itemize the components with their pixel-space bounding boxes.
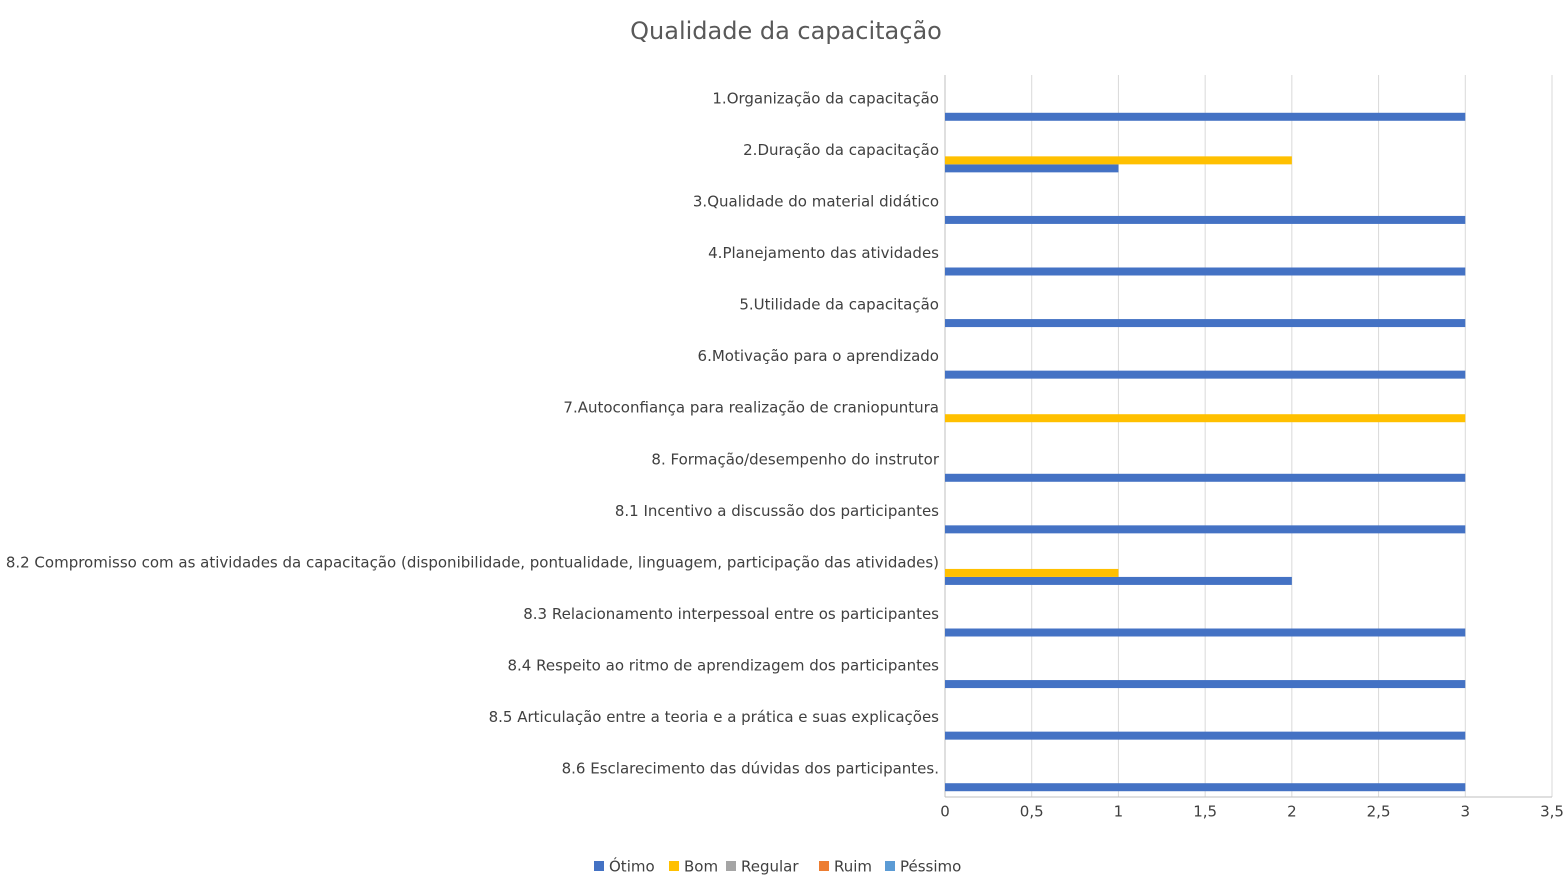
x-tick-label: 0,5 — [1020, 803, 1044, 821]
y-tick-label: 8.3 Relacionamento interpessoal entre os… — [523, 605, 939, 623]
bar — [945, 215, 1466, 224]
bar — [945, 112, 1466, 121]
legend-swatch — [726, 861, 736, 871]
bar — [945, 267, 1466, 276]
bar — [945, 473, 1466, 482]
bar — [945, 164, 1119, 173]
bar — [945, 414, 1466, 423]
y-tick-label: 1.Organização da capacitação — [712, 89, 939, 107]
bar — [945, 370, 1466, 379]
legend-label: Ótimo — [609, 857, 655, 876]
bar — [945, 568, 1119, 577]
y-tick-label: 8.2 Compromisso com as atividades da cap… — [6, 553, 939, 571]
legend-swatch — [669, 861, 679, 871]
chart-title: Qualidade da capacitação — [630, 17, 942, 45]
legend-label: Bom — [684, 858, 718, 876]
y-tick-label: 8. Formação/desempenho do instrutor — [651, 450, 939, 468]
y-tick-label: 8.5 Articulação entre a teoria e a práti… — [489, 708, 940, 726]
legend-swatch — [885, 861, 895, 871]
x-tick-label: 2,5 — [1367, 803, 1391, 821]
y-tick-label: 2.Duração da capacitação — [743, 141, 939, 159]
bar — [945, 319, 1466, 328]
legend-label: Péssimo — [900, 858, 961, 876]
bar — [945, 680, 1466, 689]
y-tick-label: 8.1 Incentivo a discussão dos participan… — [615, 502, 939, 520]
y-tick-label: 8.6 Esclarecimento das dúvidas dos parti… — [562, 760, 939, 778]
y-tick-label: 8.4 Respeito ao ritmo de aprendizagem do… — [507, 657, 939, 675]
y-tick-label: 4.Planejamento das atividades — [708, 244, 939, 262]
y-tick-label: 6.Motivação para o aprendizado — [698, 347, 939, 365]
y-tick-label: 5.Utilidade da capacitação — [739, 296, 939, 314]
bar — [945, 628, 1466, 637]
x-tick-label: 0 — [940, 803, 950, 821]
x-tick-label: 1,5 — [1193, 803, 1217, 821]
legend-label: Regular — [741, 858, 799, 876]
x-tick-label: 3 — [1461, 803, 1471, 821]
bar — [945, 783, 1466, 792]
legend-label: Ruim — [834, 858, 872, 876]
bar — [945, 576, 1292, 585]
y-tick-label: 3.Qualidade do material didático — [693, 192, 939, 210]
x-tick-label: 2 — [1287, 803, 1297, 821]
x-tick-label: 3,5 — [1540, 803, 1564, 821]
bar — [945, 156, 1292, 165]
bar — [945, 525, 1466, 534]
bar — [945, 731, 1466, 740]
x-tick-label: 1 — [1114, 803, 1124, 821]
legend-swatch — [594, 861, 604, 871]
y-tick-label: 7.Autoconfiança para realização de crani… — [563, 399, 939, 417]
legend-swatch — [819, 861, 829, 871]
